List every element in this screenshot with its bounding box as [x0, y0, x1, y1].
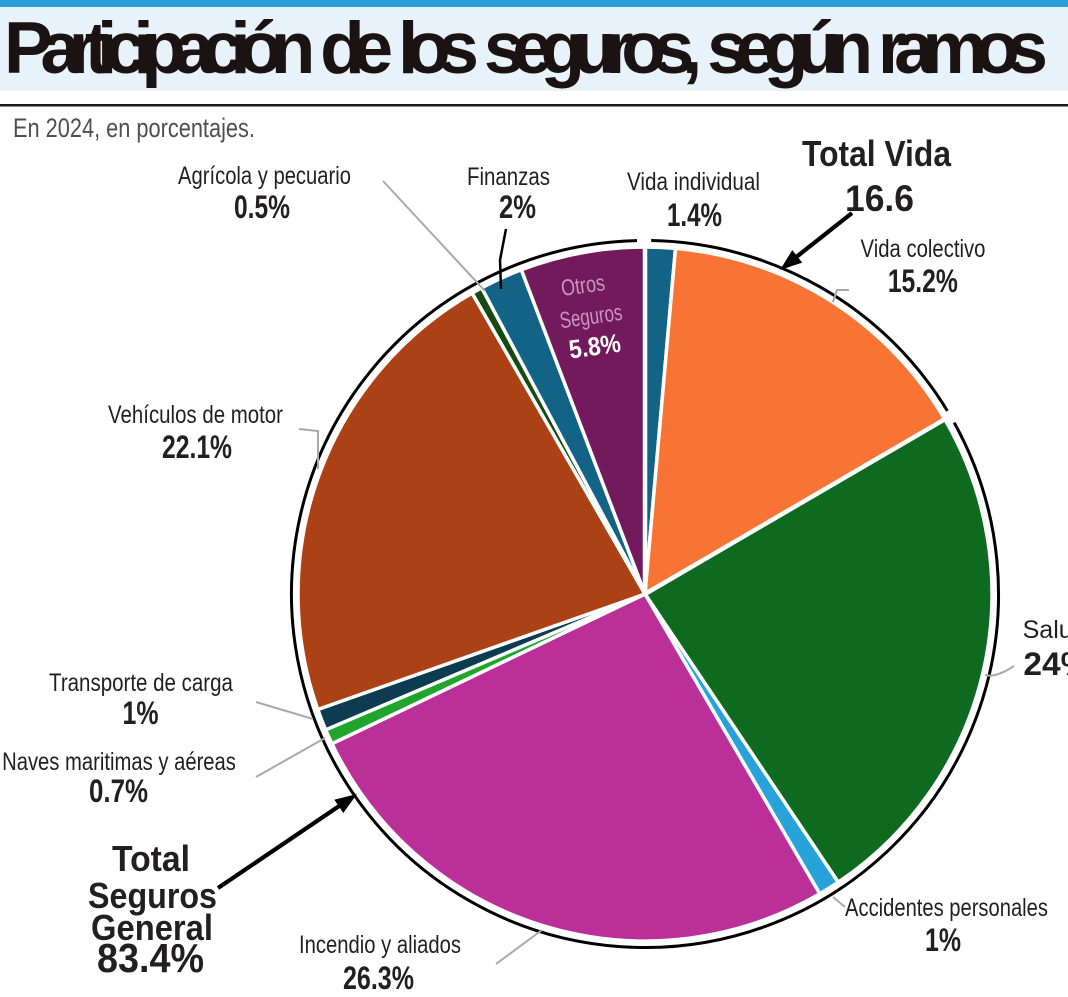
svg-text:Total Vida: Total Vida: [802, 134, 952, 174]
svg-text:24%: 24%: [1023, 646, 1068, 682]
svg-text:1%: 1%: [123, 696, 159, 732]
svg-text:0.7%: 0.7%: [89, 775, 148, 810]
svg-text:Accidentes personales: Accidentes personales: [845, 893, 1048, 922]
svg-text:Naves maritimas y aéreas: Naves maritimas y aéreas: [2, 747, 236, 776]
svg-text:1.4%: 1.4%: [667, 198, 722, 234]
svg-text:1%: 1%: [925, 923, 961, 959]
svg-text:15.2%: 15.2%: [888, 264, 958, 300]
svg-text:83.4%: 83.4%: [97, 936, 204, 982]
svg-text:Total: Total: [112, 839, 190, 879]
svg-text:Seguros: Seguros: [88, 876, 217, 916]
svg-text:0.5%: 0.5%: [234, 190, 290, 226]
svg-text:Otros: Otros: [559, 270, 606, 301]
svg-text:2%: 2%: [499, 190, 536, 225]
svg-text:Salud: Salud: [1023, 616, 1068, 644]
svg-text:16.6: 16.6: [845, 177, 914, 219]
svg-text:Participación de los seguros,: Participación de los seguros, según ramo…: [4, 8, 1048, 89]
svg-text:Vida colectivo: Vida colectivo: [861, 234, 986, 263]
svg-text:En 2024, en porcentajes.: En 2024, en porcentajes.: [13, 114, 255, 144]
svg-text:Vehículos de motor: Vehículos de motor: [108, 400, 283, 428]
svg-text:General: General: [91, 909, 213, 949]
svg-text:Vida individual: Vida individual: [627, 167, 760, 195]
svg-text:26.3%: 26.3%: [343, 961, 414, 997]
svg-text:Incendio y aliados: Incendio y aliados: [299, 930, 461, 959]
svg-text:Finanzas: Finanzas: [467, 162, 550, 190]
svg-text:Transporte de carga: Transporte de carga: [49, 668, 233, 696]
svg-text:Agrícola y pecuario: Agrícola y pecuario: [178, 161, 351, 190]
svg-text:22.1%: 22.1%: [162, 430, 232, 466]
